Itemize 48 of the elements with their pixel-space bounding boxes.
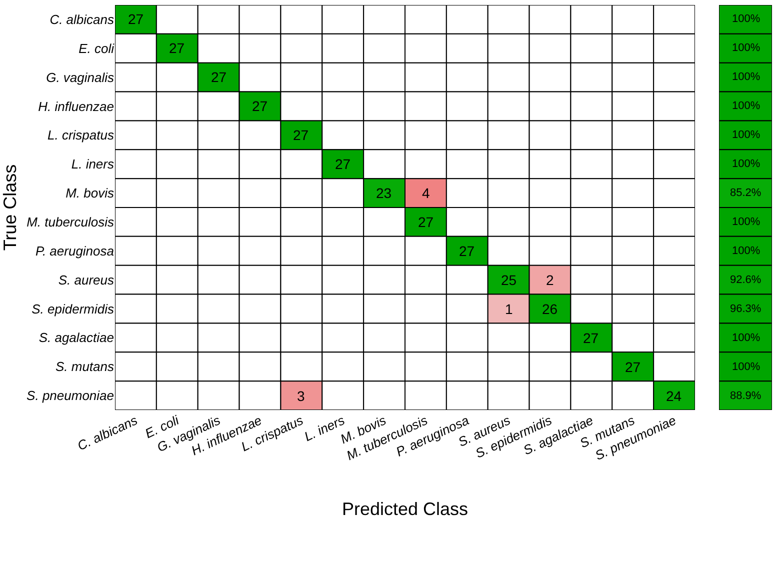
data-label: 27 xyxy=(583,330,599,346)
data-label: 23 xyxy=(376,185,392,201)
y-tick-label: S. aureus xyxy=(58,272,114,288)
data-label: 1 xyxy=(505,301,513,317)
data-label: 2 xyxy=(546,272,554,288)
data-label: 27 xyxy=(335,156,351,172)
data-label: 26 xyxy=(542,301,558,317)
data-label: 100% xyxy=(732,100,760,112)
y-tick-label: S. mutans xyxy=(55,359,114,374)
data-label: 24 xyxy=(666,388,682,404)
y-tick-label: S. epidermidis xyxy=(32,301,114,316)
data-label: 3 xyxy=(297,388,305,404)
data-label: 100% xyxy=(732,332,760,344)
y-tick-label: L. crispatus xyxy=(48,128,114,143)
x-axis-title: Predicted Class xyxy=(342,499,468,520)
data-label: 4 xyxy=(422,185,430,201)
data-label: 88.9% xyxy=(730,390,762,402)
data-label: 27 xyxy=(625,359,641,375)
data-label: 100% xyxy=(732,245,760,257)
data-label: 92.6% xyxy=(730,274,762,286)
y-axis-title: True Class xyxy=(0,164,20,251)
data-label: 100% xyxy=(732,129,760,141)
data-label: 100% xyxy=(732,361,760,373)
data-label: 100% xyxy=(732,42,760,54)
data-label: 27 xyxy=(418,214,434,230)
y-tick-label: C. albicans xyxy=(50,12,114,28)
data-label: 85.2% xyxy=(730,187,762,199)
data-label: 100% xyxy=(732,216,760,228)
data-label: 100% xyxy=(732,158,760,170)
y-tick-label: H. influenzae xyxy=(38,98,114,114)
data-label: 27 xyxy=(293,127,309,143)
data-label: 27 xyxy=(211,69,227,85)
data-label: 27 xyxy=(128,11,144,27)
y-tick-label: P. aeruginosa xyxy=(35,243,114,258)
y-tick-label: E. coli xyxy=(78,40,116,56)
data-label: 25 xyxy=(501,272,517,288)
data-label: 100% xyxy=(732,13,760,25)
y-tick-label: M. bovis xyxy=(66,186,114,201)
y-tick-label: M. tuberculosis xyxy=(26,214,114,230)
y-tick-label: S. agalactiae xyxy=(38,330,114,346)
data-label: 96.3% xyxy=(730,303,762,315)
data-label: 27 xyxy=(169,40,185,56)
y-tick-label: L. iners xyxy=(71,156,114,172)
y-tick-label: G. vaginalis xyxy=(46,70,114,85)
data-label: 27 xyxy=(459,243,475,259)
data-label: 100% xyxy=(732,71,760,83)
data-label: 27 xyxy=(252,98,268,114)
y-tick-label: S. pneumoniae xyxy=(26,388,114,404)
